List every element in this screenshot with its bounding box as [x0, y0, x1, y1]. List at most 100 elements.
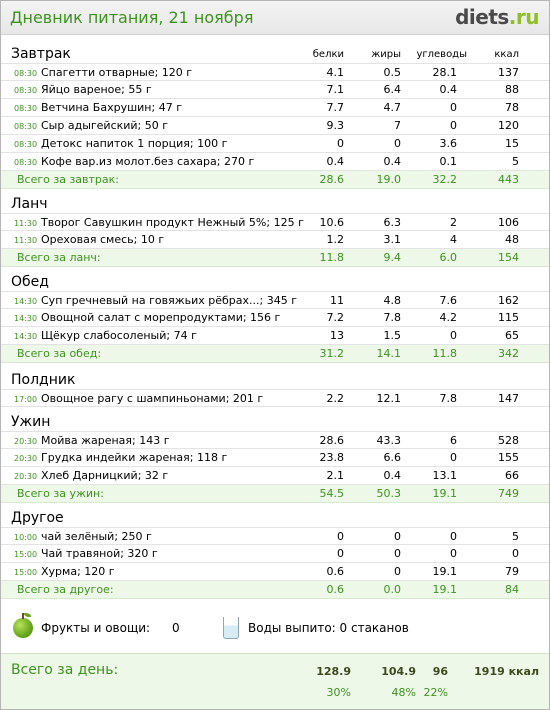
food-row[interactable]: 15:00 Чай травяной; 320 г 0 0 0 0	[1, 545, 549, 563]
col-fat: жиры	[371, 49, 401, 60]
food-row[interactable]: 08:30 Спагетти отварные; 120 г 4.1 0.5 28.1 1…	[1, 63, 549, 81]
food-name: Щёкур слабосоленый; 74 г	[41, 329, 197, 342]
food-row[interactable]: 08:30 Кофе вар.из молот.без сахара; 270 г…	[1, 153, 549, 171]
food-time: 11:30	[14, 236, 38, 245]
meal-name: Полдник	[11, 372, 76, 388]
food-carbs: 13.1	[432, 469, 458, 482]
food-fat: 0	[394, 530, 401, 543]
total-protein: 54.5	[319, 487, 345, 500]
food-carbs: 0	[450, 101, 457, 114]
food-time: 14:30	[14, 314, 38, 323]
food-time: 15:00	[14, 568, 38, 577]
food-name: Овощной салат с морепродуктами; 156 г	[41, 311, 281, 324]
food-name: Чай травяной; 320 г	[41, 547, 158, 560]
meal-total-row: Всего за ланч: 11.8 9.4 6.0 154	[1, 249, 549, 267]
food-carbs: 4.2	[439, 311, 458, 324]
meal-name: Ланч	[11, 196, 48, 212]
food-protein: 4.1	[326, 66, 345, 79]
food-protein: 0	[337, 547, 344, 560]
day-carbs-pct: 22%	[423, 686, 448, 699]
logo-main: diets	[455, 5, 509, 29]
fruits-value[interactable]: 0	[172, 621, 180, 635]
meal-name: Другое	[11, 510, 64, 526]
food-protein: 13	[330, 329, 344, 342]
food-time: 17:00	[14, 395, 38, 404]
col-carbs: углеводы	[416, 49, 467, 60]
food-protein: 7.2	[326, 311, 345, 324]
food-row[interactable]: 08:30 Детокс напиток 1 порция; 100 г 0 0 3.6…	[1, 135, 549, 153]
food-protein: 0	[337, 137, 344, 150]
food-row[interactable]: 10:00 чай зелёный; 250 г 0 0 0 5	[1, 527, 549, 545]
food-time: 15:00	[14, 550, 38, 559]
total-carbs: 6.0	[439, 251, 458, 264]
food-time: 08:30	[14, 122, 38, 131]
food-protein: 2.2	[326, 392, 345, 405]
food-row[interactable]: 14:30 Овощной салат с морепродуктами; 156…	[1, 309, 549, 327]
water-label[interactable]: Воды выпито: 0 стаканов	[248, 621, 409, 635]
meal-name: Обед	[11, 274, 49, 290]
meal-total-row: Всего за обед: 31.2 14.1 11.8 342	[1, 345, 549, 363]
col-protein: белки	[312, 49, 344, 60]
food-protein: 10.6	[319, 216, 345, 229]
meal-total-row: Всего за завтрак: 28.6 19.0 32.2 443	[1, 171, 549, 189]
food-row[interactable]: 14:30 Щёкур слабосоленый; 74 г 13 1.5 0 65	[1, 327, 549, 345]
site-logo[interactable]: diets.ru	[455, 5, 539, 29]
food-row[interactable]: 15:00 Хурма; 120 г 0.6 0 19.1 79	[1, 563, 549, 581]
food-kcal: 528	[498, 434, 519, 447]
food-row[interactable]: 20:30 Хлеб Дарницкий; 32 г 2.1 0.4 13.1 66	[1, 467, 549, 485]
extras-row: Фрукты и овощи: 0 Воды выпито: 0 стакано…	[1, 613, 549, 643]
food-row[interactable]: 17:00 Овощное рагу с шампиньонами; 201 г 2…	[1, 389, 549, 407]
day-fat-pct: 48%	[391, 686, 416, 699]
food-row[interactable]: 14:30 Суп гречневый на говяжьих рёбрах...…	[1, 291, 549, 309]
food-kcal: 5	[512, 155, 519, 168]
food-kcal: 147	[498, 392, 519, 405]
food-carbs: 4	[450, 233, 457, 246]
food-name: чай зелёный; 250 г	[41, 530, 152, 543]
food-protein: 9.3	[326, 119, 345, 132]
food-time: 14:30	[14, 332, 38, 341]
meal-section: Полдник 17:00 Овощное рагу с шампиньонами;…	[1, 371, 549, 407]
meal-total-label: Всего за ланч:	[17, 251, 101, 264]
total-fat: 19.0	[376, 173, 402, 186]
total-protein: 28.6	[319, 173, 345, 186]
food-row[interactable]: 11:30 Творог Савушкин продукт Нежный 5%; …	[1, 213, 549, 231]
meal-total-row: Всего за ужин: 54.5 50.3 19.1 749	[1, 485, 549, 503]
food-row[interactable]: 20:30 Грудка индейки жареная; 118 г 23.8 6.…	[1, 449, 549, 467]
day-protein-pct: 30%	[326, 686, 351, 699]
food-protein: 0.4	[326, 155, 345, 168]
food-row[interactable]: 20:30 Мойва жареная; 143 г 28.6 43.3 6 528	[1, 431, 549, 449]
total-kcal: 749	[498, 487, 519, 500]
food-kcal: 88	[505, 83, 519, 96]
glass-icon	[223, 617, 239, 639]
food-row[interactable]: 08:30 Сыр адыгейский; 50 г 9.3 7 0 120	[1, 117, 549, 135]
food-fat: 0	[394, 565, 401, 578]
food-time: 20:30	[14, 472, 38, 481]
food-fat: 3.1	[383, 233, 402, 246]
total-carbs: 11.8	[432, 347, 458, 360]
food-fat: 43.3	[376, 434, 402, 447]
meal-total-row: Всего за другое: 0.6 0.0 19.1 84	[1, 581, 549, 599]
page-title: Дневник питания, 21 ноября	[10, 8, 254, 27]
food-fat: 7.8	[383, 311, 402, 324]
food-fat: 6.3	[383, 216, 402, 229]
food-kcal: 162	[498, 294, 519, 307]
food-name: Детокс напиток 1 порция; 100 г	[41, 137, 228, 150]
meal-section: Ужин 20:30 Мойва жареная; 143 г 28.6 43.3 6 52…	[1, 413, 549, 503]
food-kcal: 137	[498, 66, 519, 79]
total-kcal: 154	[498, 251, 519, 264]
food-carbs: 2	[450, 216, 457, 229]
food-name: Хлеб Дарницкий; 32 г	[41, 469, 169, 482]
food-protein: 28.6	[319, 434, 345, 447]
food-fat: 0.4	[383, 469, 402, 482]
food-row[interactable]: 08:30 Яйцо вареное; 55 г 7.1 6.4 0.4 88	[1, 81, 549, 99]
total-protein: 0.6	[326, 583, 345, 596]
meal-total-label: Всего за ужин:	[17, 487, 104, 500]
food-time: 14:30	[14, 297, 38, 306]
food-protein: 7.7	[326, 101, 345, 114]
food-protein: 0	[337, 530, 344, 543]
food-kcal: 78	[505, 101, 519, 114]
total-kcal: 342	[498, 347, 519, 360]
food-row[interactable]: 11:30 Ореховая смесь; 10 г 1.2 3.1 4 48	[1, 231, 549, 249]
food-row[interactable]: 08:30 Ветчина Бахрушин; 47 г 7.7 4.7 0 78	[1, 99, 549, 117]
food-kcal: 48	[505, 233, 519, 246]
